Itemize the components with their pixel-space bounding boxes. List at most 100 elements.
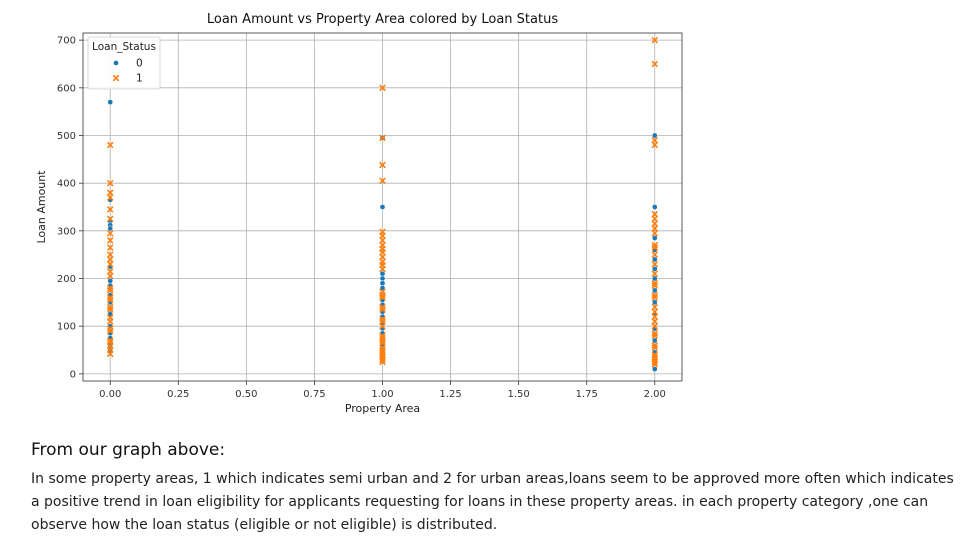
data-point [379, 253, 386, 261]
data-point [651, 137, 658, 144]
data-point [107, 251, 114, 258]
y-tick-label: 700 [57, 36, 76, 47]
data-point [107, 318, 114, 325]
data-point [107, 215, 114, 223]
data-point [379, 285, 386, 291]
data-point [379, 237, 386, 244]
data-point [107, 230, 114, 237]
y-tick-label: 400 [57, 179, 76, 190]
x-tick-label: 0.75 [303, 389, 325, 400]
x-tick-label: 0.25 [167, 389, 189, 400]
data-point [651, 287, 658, 294]
data-point [651, 299, 658, 306]
x-tick-label: 2.00 [644, 389, 666, 400]
data-point [107, 268, 114, 275]
data-point [379, 265, 386, 273]
data-point [107, 99, 114, 105]
data-point [651, 323, 658, 330]
data-point [107, 337, 114, 344]
data-point [651, 204, 658, 210]
data-point [107, 327, 114, 335]
data-point [651, 318, 658, 325]
data-point [107, 256, 114, 263]
data-point [107, 237, 114, 244]
x-tick-label: 0.00 [99, 389, 121, 400]
y-axis-label: Loan Amount [35, 170, 48, 244]
data-point [107, 296, 114, 304]
data-point [651, 225, 658, 232]
legend-entry-label: 1 [136, 73, 143, 85]
data-point [379, 84, 386, 91]
series-1 [107, 37, 658, 368]
data-point [651, 332, 658, 339]
data-point [651, 256, 658, 263]
data-point [651, 244, 658, 251]
data-point [651, 275, 658, 282]
data-point [651, 337, 658, 344]
data-point [651, 251, 658, 258]
x-axis-label: Property Area [345, 402, 420, 415]
data-point [379, 280, 386, 287]
data-point [379, 339, 386, 346]
data-point [651, 344, 658, 351]
y-tick-label: 300 [57, 226, 76, 237]
data-point [107, 141, 114, 149]
chart-title: Loan Amount vs Property Area colored by … [207, 12, 558, 27]
data-point [651, 37, 658, 44]
x-tick-label: 1.50 [508, 389, 530, 400]
x-tick-label: 1.00 [371, 389, 393, 400]
data-point [107, 261, 114, 268]
chart-container: 0.00 0.25 0.50 0.75 1.00 1.25 1.50 1.75 2.00 0 100… [35, 12, 683, 415]
data-point [651, 220, 658, 227]
data-point [379, 323, 386, 330]
notes-section: From our graph above: In some property a… [31, 440, 956, 537]
legend-title: Loan_Status [92, 41, 156, 53]
data-point [379, 306, 386, 313]
data-point [651, 211, 658, 218]
legend-box [87, 36, 161, 90]
data-point [107, 278, 114, 284]
data-point [379, 232, 386, 239]
data-point [651, 282, 658, 289]
data-point [651, 141, 658, 149]
data-point [651, 235, 658, 241]
data-point [379, 161, 386, 169]
data-point [107, 350, 114, 357]
data-point [651, 313, 658, 320]
y-tick-label: 600 [57, 83, 76, 94]
data-point [107, 287, 114, 294]
y-tick-label: 200 [57, 274, 76, 285]
x-tick-label: 0.50 [235, 389, 257, 400]
data-point [651, 304, 658, 311]
data-point [112, 74, 120, 82]
notes-heading: From our graph above: [31, 440, 226, 460]
data-point [113, 60, 119, 66]
y-tick-label: 500 [57, 131, 76, 142]
data-point [107, 244, 114, 251]
x-tick-label: 1.75 [576, 389, 598, 400]
scatter-chart: 0.00 0.25 0.50 0.75 1.00 1.25 1.50 1.75 2.00 0 100… [35, 12, 683, 415]
data-point [107, 180, 114, 187]
data-point [651, 266, 658, 272]
data-point [107, 306, 114, 313]
y-tick-label: 100 [57, 322, 76, 333]
data-point [107, 225, 114, 232]
data-point [379, 249, 386, 256]
legend: Loan_Status 0 1 [87, 36, 161, 90]
data-point [651, 261, 658, 268]
data-point [379, 204, 386, 210]
data-point [651, 270, 658, 277]
data-point [379, 177, 386, 184]
data-point [379, 318, 386, 325]
x-tick-label: 1.25 [439, 389, 461, 400]
data-point [379, 275, 386, 282]
legend-entry-label: 0 [136, 58, 143, 70]
data-point [651, 132, 658, 139]
data-point [379, 294, 386, 301]
data-point [651, 308, 658, 315]
data-point [379, 270, 386, 277]
data-point [651, 366, 658, 372]
data-point [651, 60, 658, 68]
data-point [107, 194, 114, 201]
data-point [107, 206, 114, 213]
